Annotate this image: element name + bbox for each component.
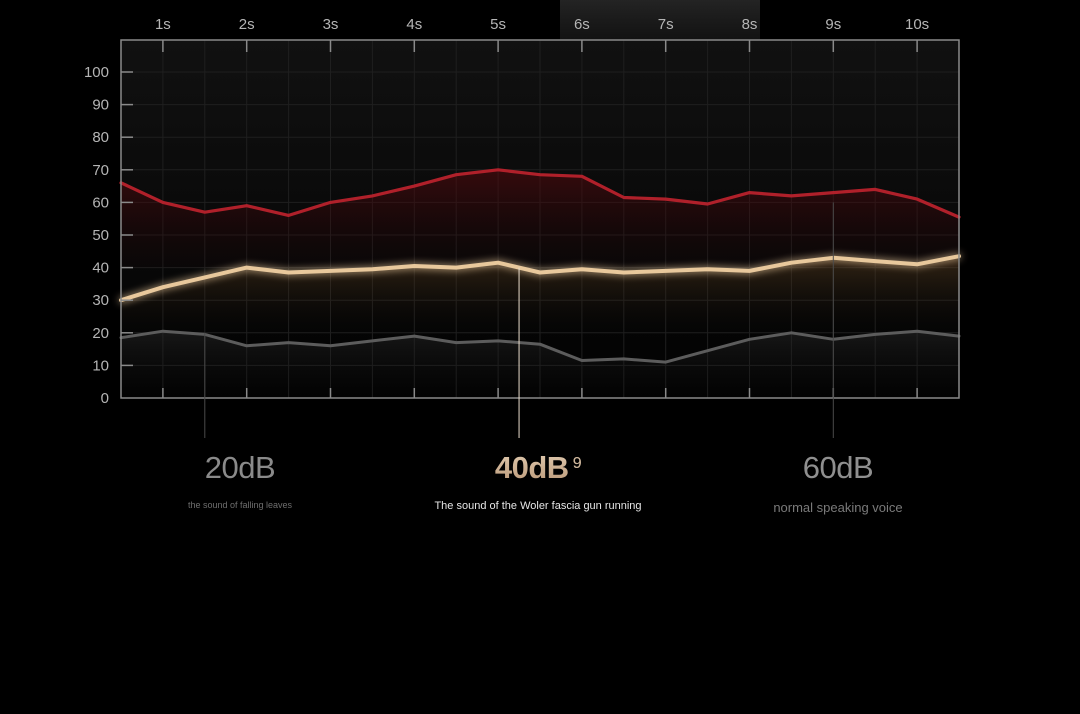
axis-ticks: 0 10 20 30 40 50 60 70 80 90 100 1s 2s 3s 4s 5s 6s 7s 8s 9s… xyxy=(84,16,929,407)
x-tick-label: 9s xyxy=(825,16,841,33)
legend-60db-value: 60dB xyxy=(802,450,874,485)
x-tick-label: 2s xyxy=(239,16,255,33)
y-tick-label: 30 xyxy=(92,292,109,309)
y-tick-label: 70 xyxy=(92,162,109,179)
grey-series-line xyxy=(119,329,961,364)
y-tick-label: 60 xyxy=(92,194,109,211)
plot-frame xyxy=(120,39,960,399)
grey-series-area xyxy=(121,331,959,398)
legend-40db: 40dB 9 The sound of the Woler fascia gun … xyxy=(358,450,718,512)
y-tick-label: 90 xyxy=(92,97,109,114)
x-tick-label: 3s xyxy=(323,16,339,33)
legend-20db-description: the sound of falling leaves xyxy=(187,500,293,510)
x-tick-label: 7s xyxy=(658,16,674,33)
red-series-line xyxy=(119,168,961,219)
gold-series-area xyxy=(121,256,959,333)
legend-60db: 60dB normal speaking voice xyxy=(658,450,1018,515)
legend-40db-description: The sound of the Woler fascia gun runnin… xyxy=(434,500,642,512)
legend-marker-lines xyxy=(204,202,834,438)
y-tick-label: 80 xyxy=(92,129,109,146)
y-tick-label: 10 xyxy=(92,357,109,374)
x-tick-label: 4s xyxy=(406,16,422,33)
gold-series-line xyxy=(119,254,961,303)
series-lines xyxy=(119,168,961,364)
legend-20db-value: 20dB xyxy=(204,450,276,485)
x-tick-label: 10s xyxy=(905,16,929,33)
y-tick-label: 50 xyxy=(92,227,109,244)
legend-60db-description: normal speaking voice xyxy=(773,500,903,515)
x-tick-label: 6s xyxy=(574,16,590,33)
x-tick-label: 5s xyxy=(490,16,506,33)
x-tick-label: 8s xyxy=(742,16,758,33)
y-tick-label: 20 xyxy=(92,325,109,342)
x-tick-label: 1s xyxy=(155,16,171,33)
series-areas xyxy=(121,169,959,398)
footnote-marker: 9 xyxy=(572,455,582,472)
y-tick-label: 40 xyxy=(92,260,109,277)
y-tick-label: 100 xyxy=(84,64,109,81)
legend-20db: 20dB the sound of falling leaves xyxy=(60,450,420,510)
legend-40db-value: 40dB xyxy=(494,450,569,485)
y-tick-label: 0 xyxy=(101,390,109,407)
